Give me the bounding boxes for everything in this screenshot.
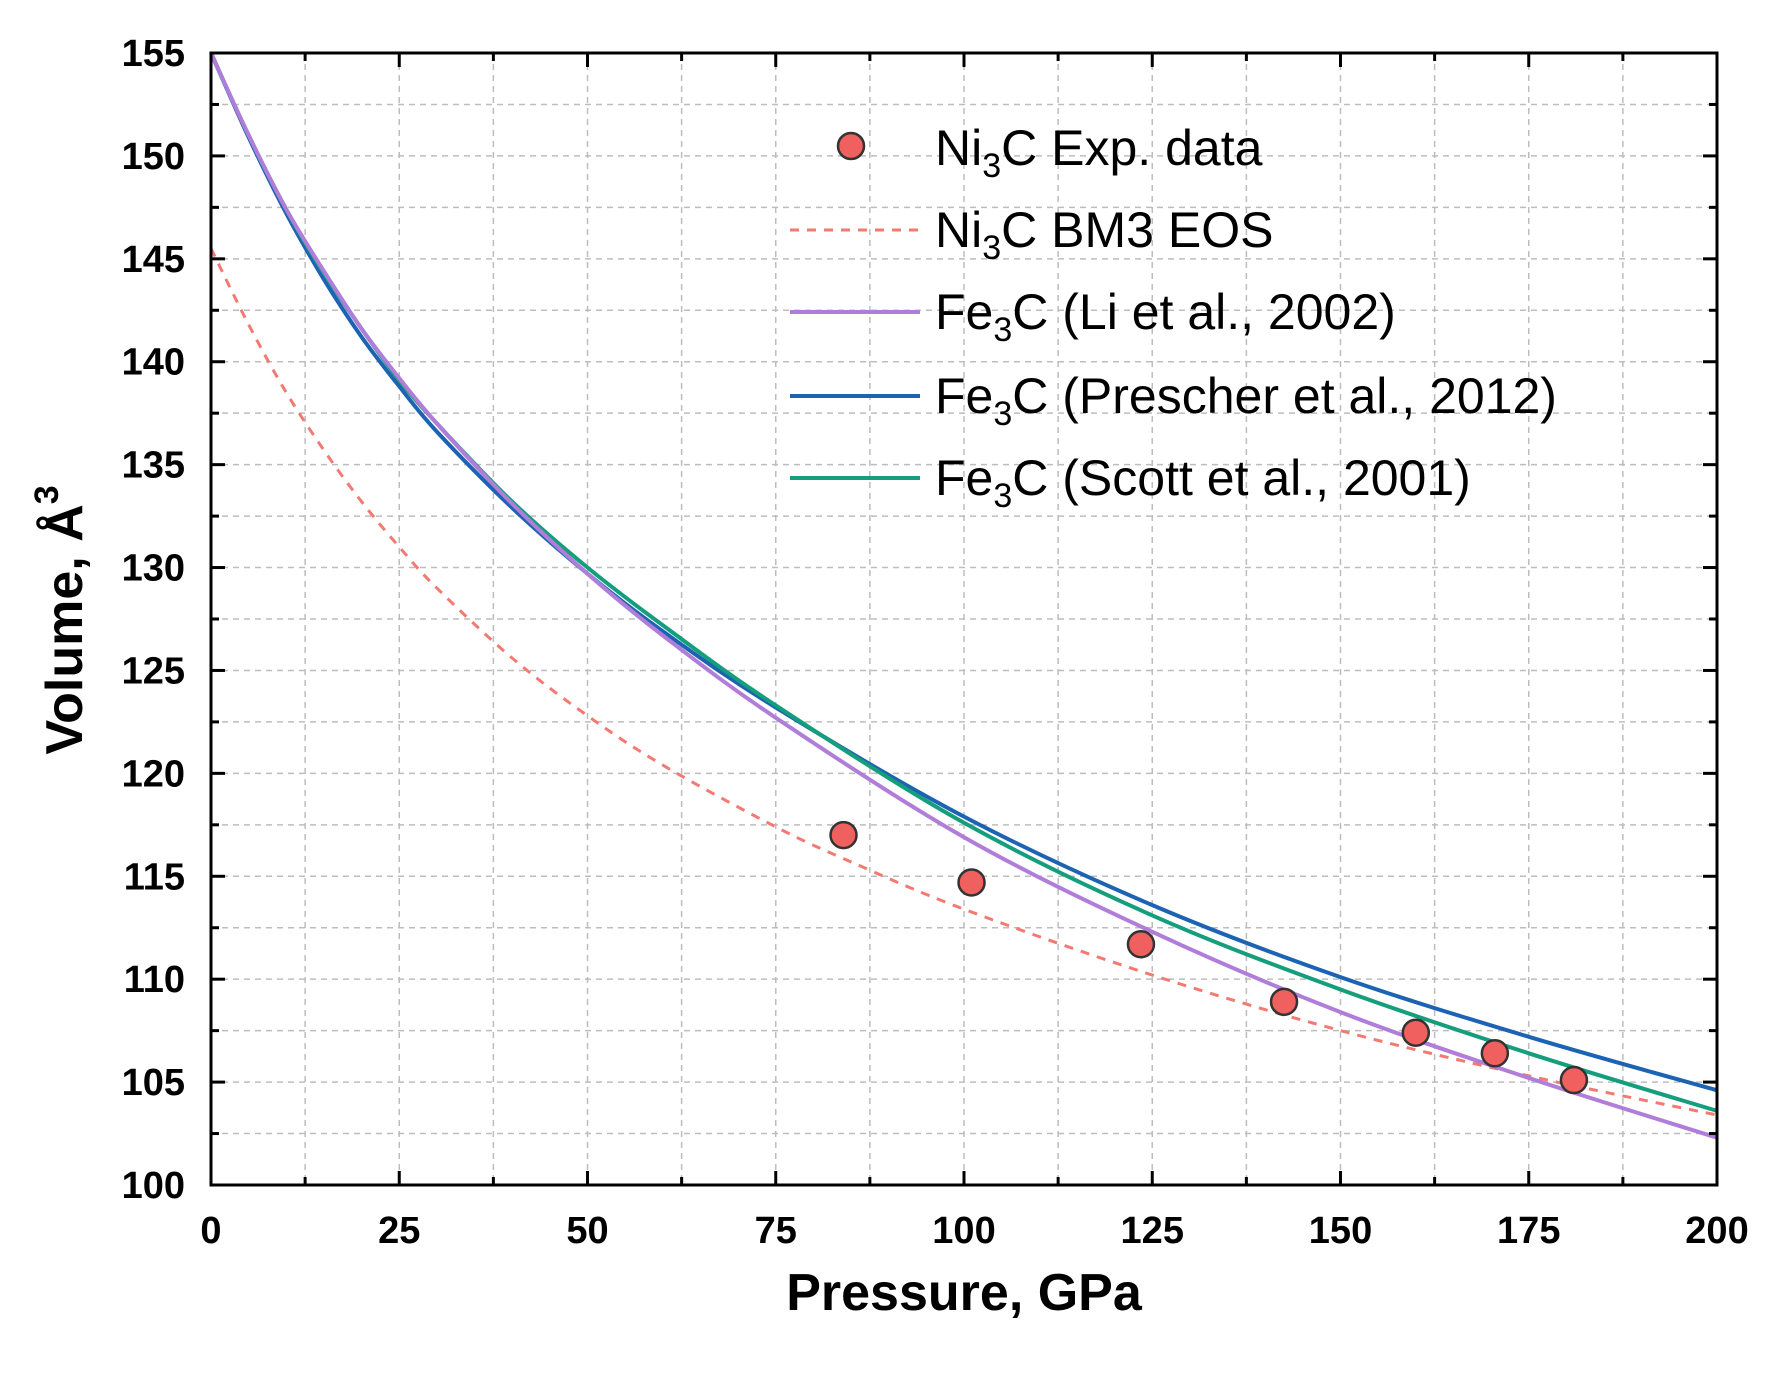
series-fe3c-prescher-et-al-2012-line <box>209 52 1718 1093</box>
x-tick-label: 75 <box>755 1210 797 1252</box>
legend-label: Fe3C (Li et al., 2002) <box>935 284 1396 349</box>
legend-label: Fe3C (Scott et al., 2001) <box>935 450 1471 515</box>
y-tick-label: 115 <box>124 856 185 898</box>
y-tick-label: 105 <box>122 1062 185 1104</box>
y-tick-label: 120 <box>122 753 185 795</box>
legend-label: Fe3C (Prescher et al., 2012) <box>935 368 1557 433</box>
y-tick-label: 150 <box>122 136 185 178</box>
legend-label: Ni3C Exp. data <box>935 120 1263 185</box>
y-tick-label: 130 <box>122 548 185 590</box>
x-tick-label: 100 <box>932 1210 995 1252</box>
x-tick-label: 25 <box>378 1210 420 1252</box>
x-tick-label: 50 <box>566 1210 608 1252</box>
y-axis-title-main: Volume, Å <box>36 504 94 754</box>
y-tick-label: 135 <box>122 445 185 487</box>
y-tick-label: 100 <box>122 1165 185 1207</box>
y-axis-title: Volume, Å3 <box>28 485 94 754</box>
ni3c-exp-data-point <box>957 868 986 897</box>
legend: Ni3C Exp. data Ni3C BM3 EOS Fe3C (Li et al… <box>790 120 1557 515</box>
y-tick-label: 145 <box>122 239 185 281</box>
ni3c-exp-data-point <box>1269 987 1299 1017</box>
ni3c-exp-data-point <box>1401 1018 1431 1047</box>
y-tick-labels: 100 105 110 115 120 125 130 135 140 145 150 155 <box>122 33 185 1207</box>
series-fe3c-li-et-al-2002-line <box>209 52 1718 1140</box>
series-layer <box>209 52 1718 1140</box>
y-tick-label: 155 <box>122 33 185 75</box>
x-tick-label: 175 <box>1497 1210 1560 1252</box>
y-tick-label: 125 <box>122 650 185 692</box>
y-axis-title-superscript: 3 <box>28 485 66 504</box>
ni3c-exp-data-point <box>829 820 858 850</box>
ni3c-exp-data-point <box>1480 1039 1510 1068</box>
ni3c-exp-data-point <box>1559 1065 1589 1095</box>
y-tick-label: 110 <box>124 959 185 1001</box>
ni3c-exp-data-point <box>1126 929 1156 959</box>
x-tick-labels: 0 25 50 75 100 125 150 175 200 <box>200 1210 1748 1252</box>
x-axis-title: Pressure, GPa <box>786 1264 1143 1322</box>
y-tick-label: 140 <box>122 342 185 384</box>
x-tick-label: 125 <box>1121 1210 1184 1252</box>
x-tick-label: 150 <box>1309 1210 1372 1252</box>
axis-ticks <box>209 51 1719 1187</box>
legend-label: Ni3C BM3 EOS <box>935 202 1273 267</box>
x-tick-label: 0 <box>200 1210 221 1252</box>
legend-marker <box>836 131 866 161</box>
x-tick-label: 200 <box>1685 1210 1748 1252</box>
